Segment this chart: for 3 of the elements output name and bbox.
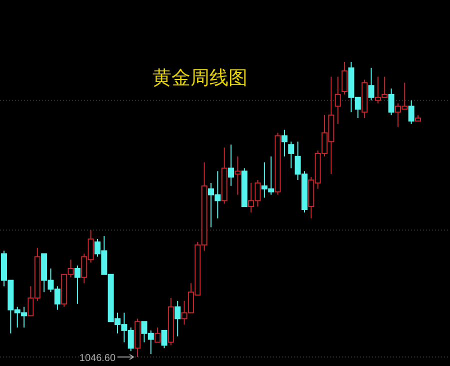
annotation: 1046.60 (79, 353, 134, 364)
annotation: 1046.60 (79, 353, 116, 364)
title: 黄金周线图 (152, 67, 248, 89)
